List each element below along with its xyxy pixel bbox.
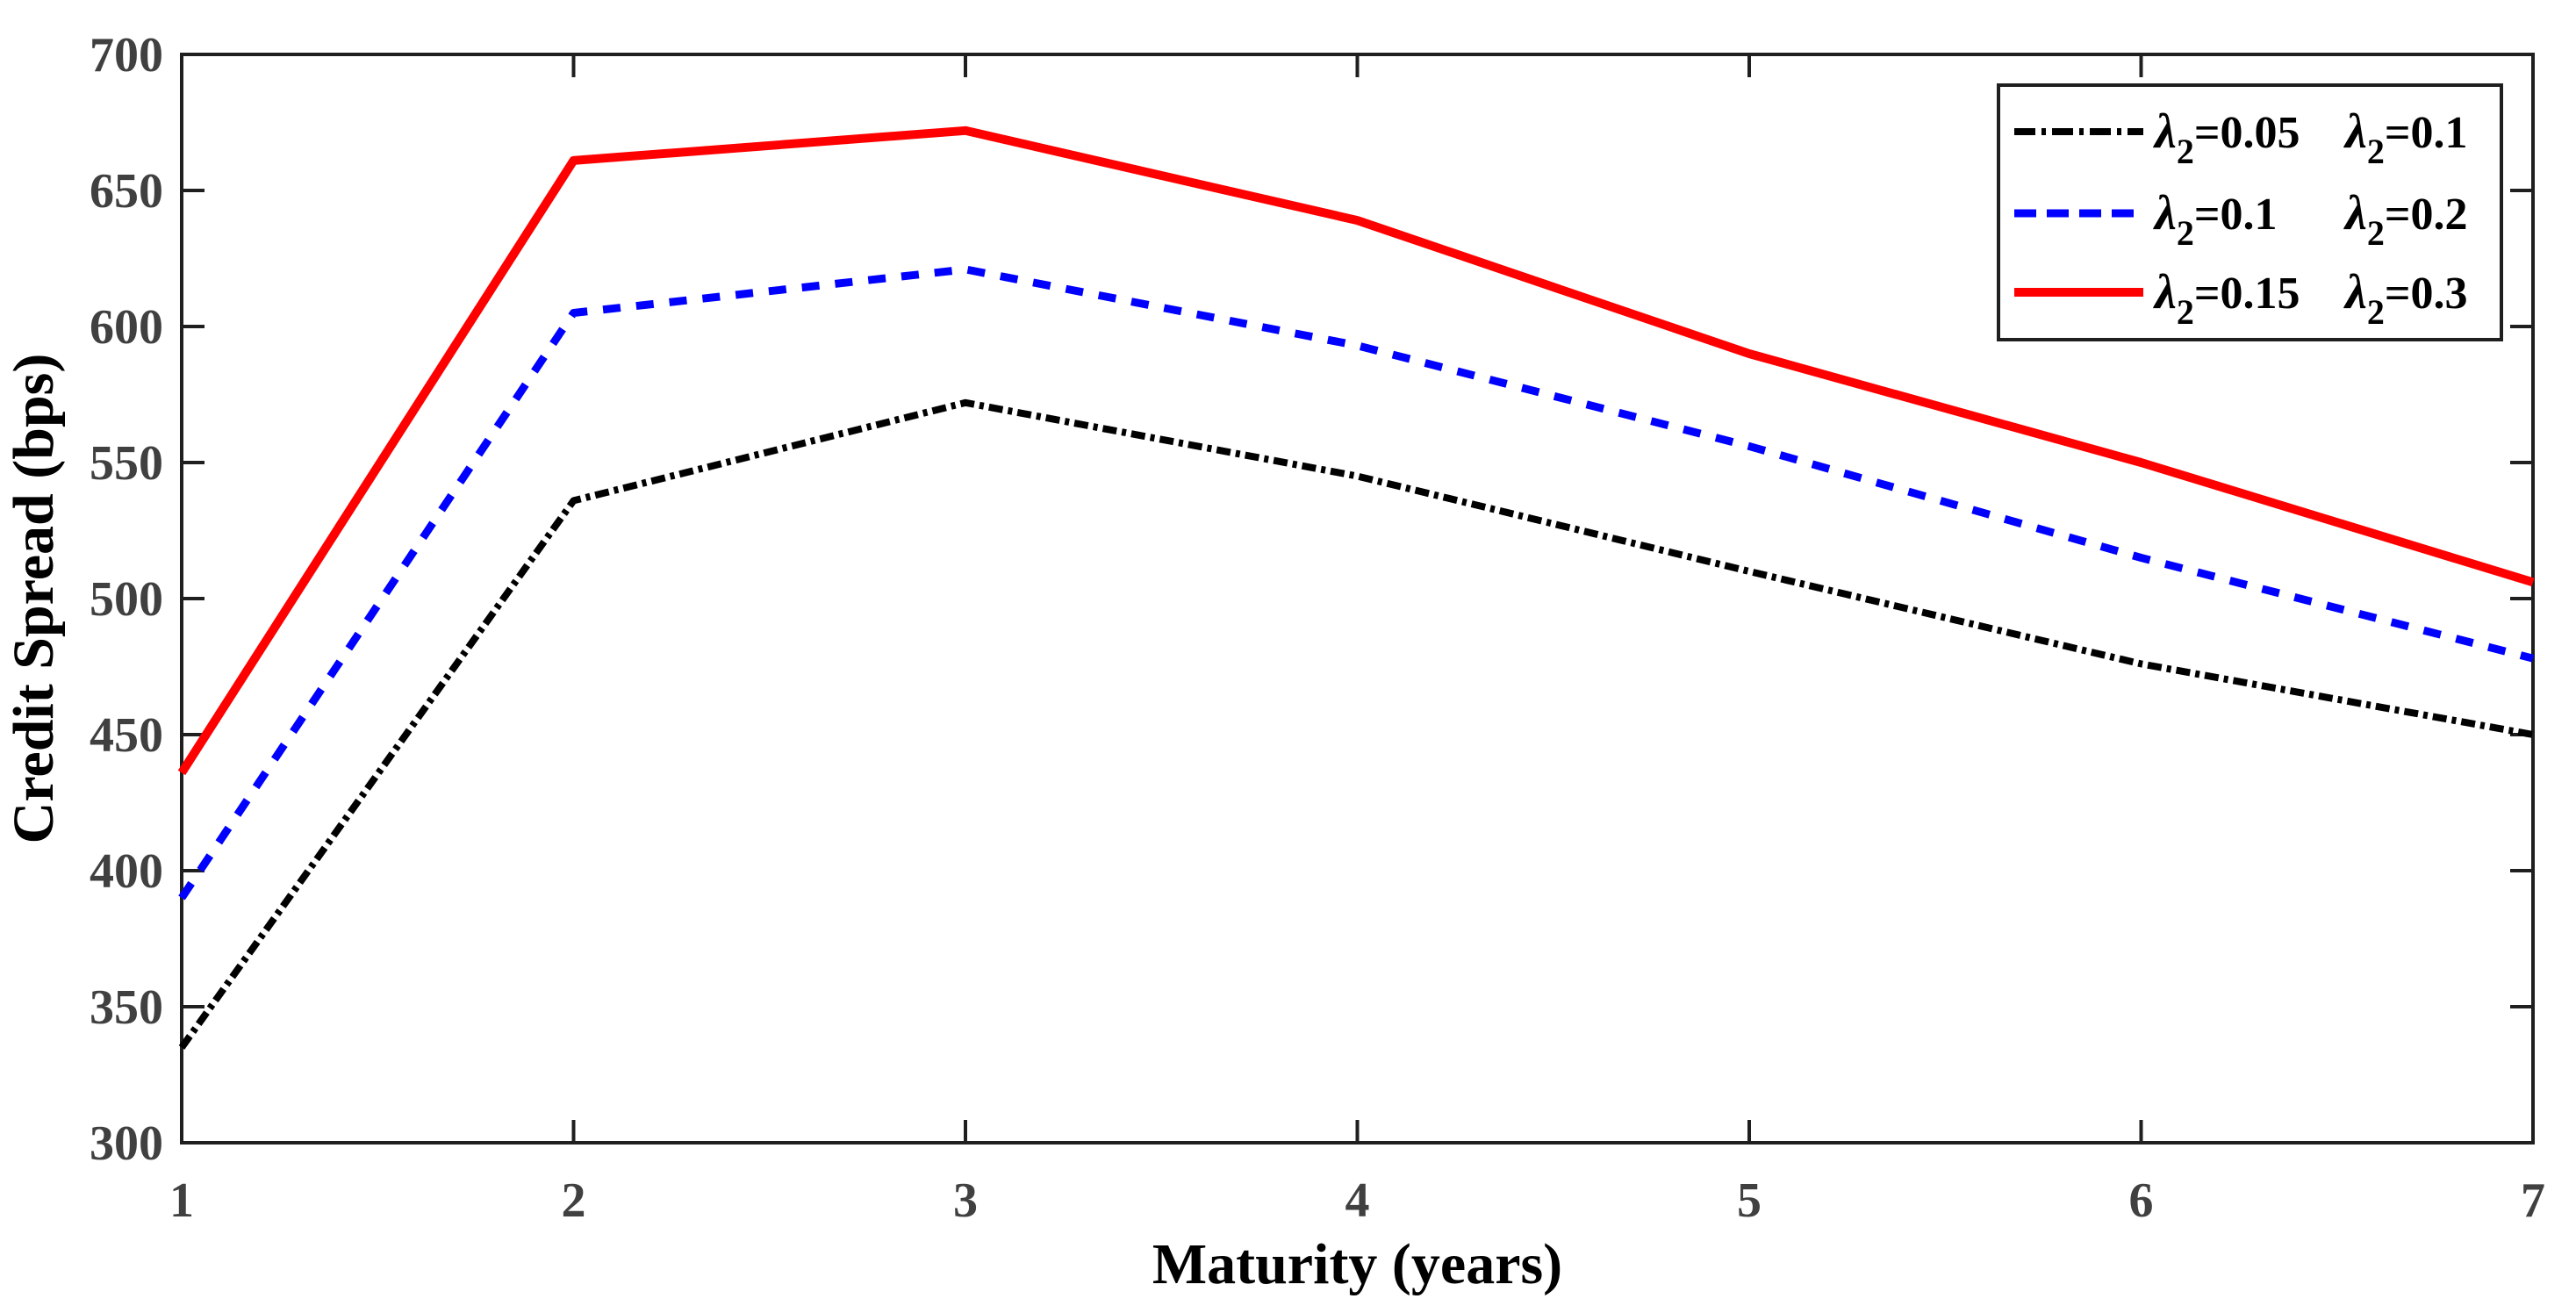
legend-label: λ2=0.2 xyxy=(2343,186,2468,253)
y-axis-tick-label-500: 500 xyxy=(90,572,163,627)
x-axis-tick-label-2: 2 xyxy=(562,1173,586,1228)
y-axis-tick-label-350: 350 xyxy=(90,980,163,1035)
x-axis-tick-label-3: 3 xyxy=(953,1173,978,1228)
x-axis-tick-label-7: 7 xyxy=(2521,1173,2545,1228)
x-axis-tick-label-1: 1 xyxy=(169,1173,194,1228)
x-axis-tick-label-4: 4 xyxy=(1345,1173,1370,1228)
y-axis-tick-label-400: 400 xyxy=(90,844,163,899)
legend-label: λ2=0.1 xyxy=(2153,186,2278,253)
series-line-0 xyxy=(178,398,2534,1050)
legend-label: λ2=0.15 xyxy=(2153,265,2300,332)
y-axis-tick-label-600: 600 xyxy=(90,300,163,355)
y-axis-tick-label-550: 550 xyxy=(90,436,163,491)
y-axis-tick-label-450: 450 xyxy=(90,708,163,763)
series-line-2 xyxy=(177,126,2535,776)
x-axis-tick-label-6: 6 xyxy=(2129,1173,2154,1228)
legend-label: λ2=0.1 xyxy=(2343,104,2468,171)
x-axis-tick-label-5: 5 xyxy=(1737,1173,1762,1228)
series-line-1 xyxy=(178,265,2535,901)
legend-label: λ2=0.05 xyxy=(2153,104,2300,171)
x-axis-title: Maturity (years) xyxy=(1152,1232,1562,1296)
legend-label: λ2=0.3 xyxy=(2343,265,2468,332)
y-axis-tick-label-300: 300 xyxy=(90,1116,163,1171)
y-axis-tick-label-700: 700 xyxy=(90,28,163,83)
legend: λ2=0.05 λ2=0.1 λ2=0.1 λ2=0.2 λ2=0.15 λ2=0.3 xyxy=(1997,83,2503,341)
y-axis-tick-label-650: 650 xyxy=(90,164,163,219)
y-axis-title: Credit Spread (bps) xyxy=(2,354,66,844)
